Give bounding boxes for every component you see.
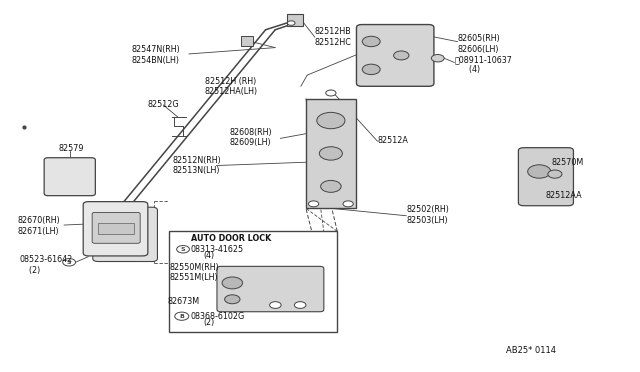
Circle shape xyxy=(317,112,345,129)
Circle shape xyxy=(308,201,319,207)
FancyBboxPatch shape xyxy=(518,148,573,206)
Text: 82547N(RH)
8254BN(LH): 82547N(RH) 8254BN(LH) xyxy=(131,45,180,65)
Circle shape xyxy=(222,277,243,289)
Text: B: B xyxy=(179,314,184,319)
FancyBboxPatch shape xyxy=(93,207,157,262)
Bar xyxy=(306,99,356,208)
Text: 08523-61642
    (2): 08523-61642 (2) xyxy=(19,255,72,275)
FancyBboxPatch shape xyxy=(44,158,95,196)
Text: 82670(RH)
82671(LH): 82670(RH) 82671(LH) xyxy=(18,217,61,236)
Circle shape xyxy=(269,302,281,308)
Circle shape xyxy=(326,90,336,96)
Circle shape xyxy=(175,312,189,320)
Text: (2): (2) xyxy=(204,318,215,327)
Text: AUTO DOOR LOCK: AUTO DOOR LOCK xyxy=(191,234,271,243)
Circle shape xyxy=(362,36,380,46)
Circle shape xyxy=(225,295,240,304)
Circle shape xyxy=(394,51,409,60)
Text: 82605(RH)
82606(LH): 82605(RH) 82606(LH) xyxy=(458,34,500,54)
Circle shape xyxy=(321,180,341,192)
Text: 82512H (RH)
82512HA(LH): 82512H (RH) 82512HA(LH) xyxy=(205,77,258,96)
Circle shape xyxy=(527,165,550,178)
Circle shape xyxy=(287,21,295,25)
Text: AB25* 0114: AB25* 0114 xyxy=(506,346,556,355)
Text: (4): (4) xyxy=(204,251,214,260)
Circle shape xyxy=(177,246,189,253)
Text: 82512AA: 82512AA xyxy=(545,191,582,200)
Circle shape xyxy=(319,147,342,160)
FancyBboxPatch shape xyxy=(356,25,434,86)
FancyBboxPatch shape xyxy=(92,212,140,243)
Text: 08368-6102G: 08368-6102G xyxy=(191,312,245,321)
Circle shape xyxy=(294,302,306,308)
FancyBboxPatch shape xyxy=(241,36,253,46)
Text: 82512A: 82512A xyxy=(378,136,408,145)
Text: 82502(RH)
82503(LH): 82502(RH) 82503(LH) xyxy=(406,205,449,225)
Text: S: S xyxy=(180,247,186,252)
Text: 82512G: 82512G xyxy=(147,100,179,109)
Circle shape xyxy=(548,170,562,178)
Text: ⓝ08911-10637
      (4): ⓝ08911-10637 (4) xyxy=(454,55,512,74)
Text: 82673M: 82673M xyxy=(168,297,200,306)
Circle shape xyxy=(63,259,76,266)
FancyBboxPatch shape xyxy=(83,202,148,256)
Text: 82570M: 82570M xyxy=(552,158,584,167)
Text: 82512HB
82512HC: 82512HB 82512HC xyxy=(315,28,352,47)
Bar xyxy=(169,231,337,332)
Circle shape xyxy=(362,64,380,74)
Text: 82512N(RH)
82513N(LH): 82512N(RH) 82513N(LH) xyxy=(173,156,221,175)
Text: 82608(RH)
82609(LH): 82608(RH) 82609(LH) xyxy=(229,128,272,147)
Bar xyxy=(98,223,134,234)
Text: 82579: 82579 xyxy=(59,144,84,153)
FancyBboxPatch shape xyxy=(217,266,324,312)
Circle shape xyxy=(343,201,353,207)
Text: S: S xyxy=(67,260,72,265)
FancyBboxPatch shape xyxy=(287,14,303,26)
Text: 08313-41625: 08313-41625 xyxy=(191,245,244,254)
Circle shape xyxy=(431,54,444,62)
Text: 82550M(RH)
82551M(LH): 82550M(RH) 82551M(LH) xyxy=(170,263,220,282)
